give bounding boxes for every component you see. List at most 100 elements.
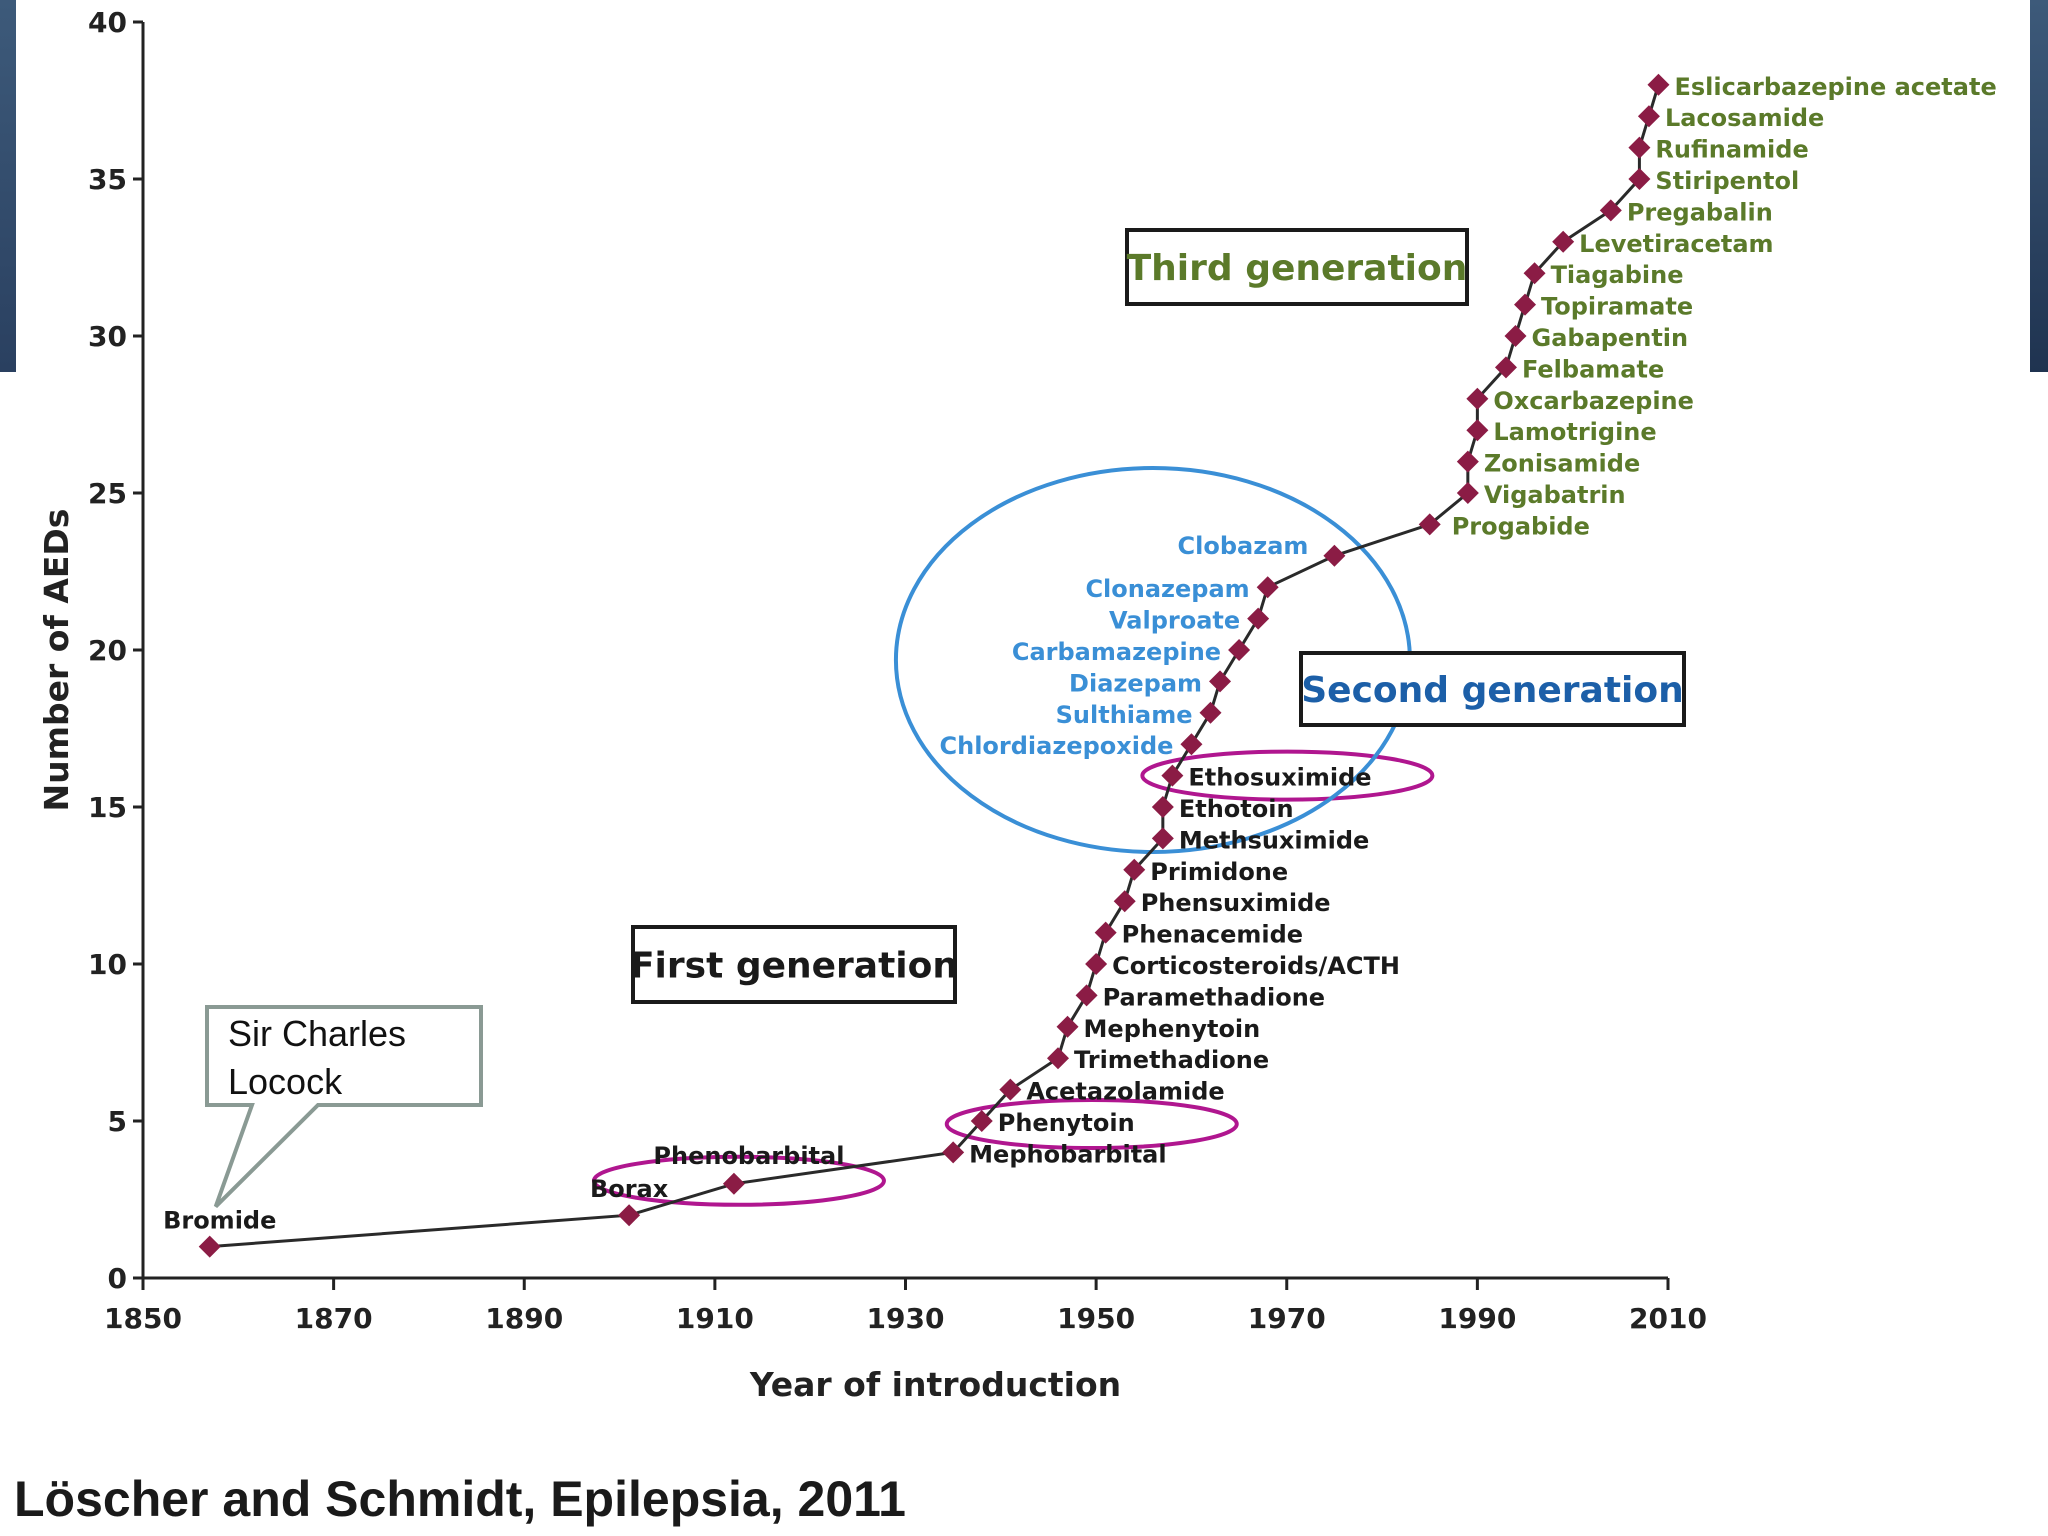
point-label: Clobazam — [1178, 532, 1309, 560]
data-point — [1552, 230, 1575, 253]
generation-label-second: Second generation — [1301, 670, 1684, 711]
point-label: Valproate — [1109, 607, 1240, 635]
y-tick-label: 30 — [88, 320, 127, 353]
point-label: Oxcarbazepine — [1493, 387, 1694, 415]
generation-box-second — [1299, 651, 1686, 727]
highlight-ellipse — [944, 1098, 1239, 1150]
point-label: Felbamate — [1522, 355, 1664, 383]
point-label: Ethosuximide — [1188, 764, 1371, 792]
point-label: Tiagabine — [1551, 261, 1684, 289]
background-edge-right — [2030, 0, 2048, 372]
data-point — [1599, 199, 1622, 222]
point-label: Lamotrigine — [1493, 418, 1656, 446]
x-tick-label: 1850 — [104, 1302, 182, 1335]
data-point — [1228, 639, 1251, 661]
data-point — [1199, 701, 1222, 724]
point-label: Borax — [590, 1175, 669, 1203]
point-label: Methsuximide — [1179, 826, 1370, 854]
point-label: Gabapentin — [1532, 324, 1689, 352]
point-label: Carbamazepine — [1012, 638, 1221, 666]
x-tick-label: 1910 — [676, 1302, 754, 1335]
y-tick-label: 35 — [88, 163, 127, 196]
point-label: Pregabalin — [1627, 198, 1773, 226]
point-label: Clonazepam — [1085, 575, 1249, 603]
data-point — [999, 1078, 1022, 1101]
point-label: Topiramate — [1541, 293, 1693, 321]
point-label: Vigabatrin — [1484, 481, 1626, 509]
y-tick-label: 0 — [108, 1262, 127, 1295]
y-tick-label: 20 — [88, 634, 127, 667]
data-point — [1514, 293, 1537, 316]
callout-line-2: Locock — [228, 1061, 343, 1102]
data-point — [618, 1204, 641, 1227]
x-tick-label: 1970 — [1248, 1302, 1326, 1335]
point-label: Mephenytoin — [1084, 1015, 1261, 1043]
x-tick-label: 1930 — [867, 1302, 945, 1335]
point-label: Sulthiame — [1056, 701, 1193, 729]
x-axis-title: Year of introduction — [749, 1365, 1121, 1404]
generation-box-third — [1125, 228, 1469, 306]
data-point — [970, 1110, 993, 1132]
citation: Löscher and Schmidt, Epilepsia, 2011 — [14, 1471, 906, 1527]
point-labels: Bromide Borax Phenobarbital Mephobarbital Ph… — [163, 73, 1997, 1235]
point-label: Corticosteroids/ACTH — [1112, 952, 1400, 980]
point-label: Progabide — [1452, 512, 1590, 540]
data-point — [722, 1172, 745, 1195]
point-label: Mephobarbital — [969, 1140, 1166, 1168]
point-label: Primidone — [1150, 858, 1288, 886]
x-tick-label: 1890 — [485, 1302, 563, 1335]
background-edge-left — [0, 0, 16, 372]
data-point — [1418, 513, 1441, 536]
y-tick-label: 5 — [108, 1105, 127, 1138]
data-point — [1209, 670, 1232, 693]
data-point — [1180, 733, 1203, 756]
data-point — [1466, 419, 1489, 442]
data-point — [1637, 105, 1660, 128]
point-label: Rufinamide — [1655, 136, 1808, 164]
data-point — [1113, 890, 1136, 913]
data-point — [1647, 73, 1670, 96]
point-label: Phensuximide — [1141, 889, 1331, 917]
data-point — [1456, 482, 1479, 504]
data-point — [1056, 1015, 1079, 1038]
point-label: Ethotoin — [1179, 795, 1294, 823]
x-tick-label: 1990 — [1438, 1302, 1516, 1335]
point-label: Phenytoin — [998, 1109, 1135, 1137]
highlight-ellipse — [1140, 749, 1435, 802]
callout-box — [205, 1005, 483, 1209]
data-point — [942, 1141, 965, 1164]
data-point — [1456, 450, 1479, 473]
y-tick-label: 10 — [88, 948, 127, 981]
point-label: Bromide — [163, 1207, 276, 1235]
point-label: Eslicarbazepine acetate — [1674, 73, 1996, 101]
data-point — [1161, 764, 1184, 787]
data-point — [1504, 325, 1527, 347]
data-points — [198, 73, 1670, 1258]
data-point — [1151, 796, 1174, 818]
point-label: Phenacemide — [1122, 921, 1303, 949]
point-label: Stiripentol — [1655, 167, 1799, 195]
callout-shape — [205, 1005, 483, 1209]
data-point — [1523, 262, 1546, 285]
highlight-ellipse — [591, 1154, 886, 1207]
x-tick-label: 1950 — [1057, 1302, 1135, 1335]
data-point — [1123, 858, 1146, 881]
data-point — [1094, 921, 1117, 944]
x-tick-label: 2010 — [1629, 1302, 1707, 1335]
data-point — [1075, 984, 1098, 1007]
x-tick-label: 1870 — [295, 1302, 373, 1335]
point-label: Trimethadione — [1074, 1046, 1269, 1074]
data-point — [1085, 953, 1108, 975]
data-point — [1256, 576, 1279, 599]
data-point — [1047, 1047, 1069, 1070]
data-point — [1323, 544, 1346, 567]
data-point — [1151, 827, 1174, 850]
callout-line-1: Sir Charles — [228, 1013, 407, 1054]
data-point — [1247, 607, 1270, 630]
y-tick-label: 25 — [88, 477, 127, 510]
data-point — [1628, 168, 1651, 190]
point-label: Diazepam — [1069, 669, 1202, 697]
axes: 0 5 10 15 20 25 30 35 40 1850 1870 1890 1910 1930 1950… — [37, 6, 1707, 1404]
callout-text: Sir Charles Locock — [228, 1010, 468, 1106]
